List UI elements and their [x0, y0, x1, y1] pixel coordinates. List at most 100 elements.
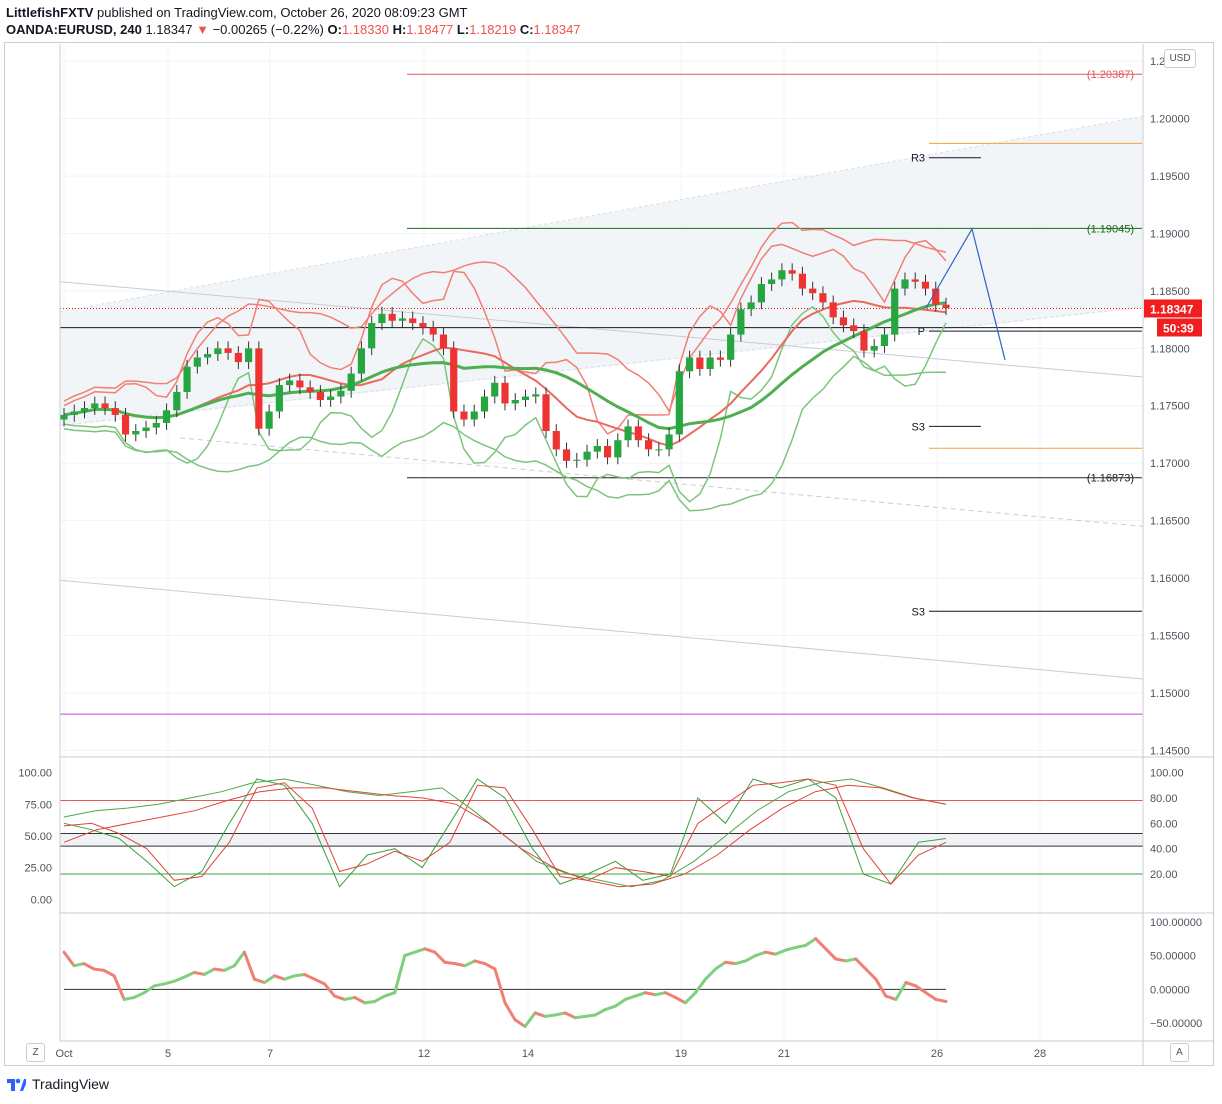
momentum-segment [734, 959, 748, 966]
trendline-upper [59, 281, 1144, 378]
candle-body [880, 334, 889, 347]
channel-fill [60, 116, 1143, 427]
low-label: L: [456, 22, 470, 37]
momentum-segment [222, 964, 236, 972]
candle-body [573, 459, 581, 461]
momentum-segment [102, 968, 116, 978]
candle-body [70, 411, 78, 415]
momentum-segment [503, 1001, 517, 1022]
momentum-segment [794, 943, 808, 949]
fib-level-label: (1.20387) [1087, 69, 1134, 81]
stoch-series-line [63, 778, 947, 885]
stoch-series-line [63, 778, 947, 888]
momentum-segment [683, 991, 697, 1005]
candle-body [470, 411, 478, 420]
momentum-segment [724, 960, 738, 966]
bb-upper-inner [63, 239, 947, 435]
candle-body [214, 348, 222, 355]
candle-body [593, 445, 601, 452]
price-tick-label: 1.17000 [1150, 458, 1190, 470]
candle-body [460, 411, 468, 420]
candle-body [429, 327, 437, 335]
candle-body [491, 382, 499, 397]
momentum-segment [343, 995, 357, 1001]
momentum-segment [172, 975, 186, 983]
candle-body [665, 434, 673, 450]
pivot-label: S3 [912, 421, 925, 433]
momentum-segment [623, 994, 637, 1001]
candle-body [614, 440, 622, 458]
stoch-right-tick: 60.00 [1150, 818, 1178, 830]
candle-body [142, 427, 150, 432]
open-value: 1.18330 [341, 22, 389, 37]
candle-body [419, 323, 427, 328]
momentum-segment [744, 954, 758, 963]
candle-body [870, 346, 878, 351]
candle-body [757, 284, 765, 303]
price-label-box [1144, 299, 1202, 318]
price-label-text: 1.18347 [1150, 302, 1194, 316]
candle-body [296, 380, 304, 388]
zoom-button[interactable]: Z [26, 1043, 45, 1062]
momentum-segment [82, 962, 96, 971]
bb-mid-green [63, 301, 947, 431]
tradingview-logo[interactable]: TradingView [6, 1075, 109, 1093]
momentum-segment [894, 981, 908, 1001]
stoch-right-tick: 100.00 [1150, 768, 1184, 780]
momentum-segment [784, 945, 798, 952]
candle-body [737, 309, 745, 335]
momentum-segment [663, 991, 677, 999]
last-price: 1.18347 [145, 22, 193, 37]
bb-upper-outer [63, 221, 947, 413]
tradingview-logo-icon [7, 1078, 26, 1091]
candle-body [675, 371, 683, 435]
momentum-segment [383, 991, 397, 998]
momentum-segment [72, 962, 86, 968]
candle-body [644, 440, 653, 450]
candle-body [316, 391, 324, 400]
momentum-segment [593, 1008, 607, 1017]
candle-body [234, 352, 242, 363]
candle-body [245, 348, 253, 363]
momentum-segment [603, 1004, 617, 1012]
date-tick-label: 26 [931, 1048, 943, 1060]
horizontal-levels: (1.20387) (1.19045) (1.16873) R3 P S3 S3 [60, 69, 1143, 715]
momentum-segment [62, 950, 76, 968]
candles [60, 263, 950, 468]
trendline-dashed [179, 437, 1144, 527]
stoch-left-tick: 25.00 [24, 863, 52, 875]
price-tick-label: 1.19000 [1150, 228, 1190, 240]
momentum-segment [864, 967, 878, 981]
momentum-segment [192, 970, 206, 976]
candle-body [203, 354, 212, 358]
date-tick-label: 5 [165, 1048, 171, 1060]
price-tick-label: 1.19500 [1150, 171, 1190, 183]
momentum-segment [182, 970, 196, 979]
author-name[interactable]: LittlefishFXTV [6, 5, 94, 20]
momentum-segment [583, 1013, 597, 1018]
price-tick-label: 1.18500 [1150, 286, 1190, 298]
price-tick-label: 1.15000 [1150, 688, 1190, 700]
candle-body [542, 394, 550, 432]
momentum-segment [874, 977, 888, 998]
high-value: 1.18477 [406, 22, 454, 37]
candle-body [921, 281, 930, 289]
candle-body [162, 410, 171, 423]
momentum-segment [713, 960, 727, 971]
currency-button[interactable]: USD [1164, 49, 1196, 68]
momentum-segment [403, 950, 417, 958]
candle-body [511, 400, 519, 404]
candle-body [80, 408, 89, 412]
candle-body [716, 357, 724, 360]
auto-scale-button[interactable]: A [1170, 1043, 1189, 1062]
candle-body [727, 334, 735, 360]
candle-body [347, 373, 355, 391]
candle-body [286, 380, 294, 386]
symbol-name[interactable]: OANDA:EURUSD, 240 [6, 22, 142, 37]
momentum-segment [283, 974, 297, 981]
momentum-segment [443, 960, 457, 966]
momentum-segment [703, 967, 717, 981]
close-label: C: [519, 22, 534, 37]
candle-body [778, 270, 786, 280]
